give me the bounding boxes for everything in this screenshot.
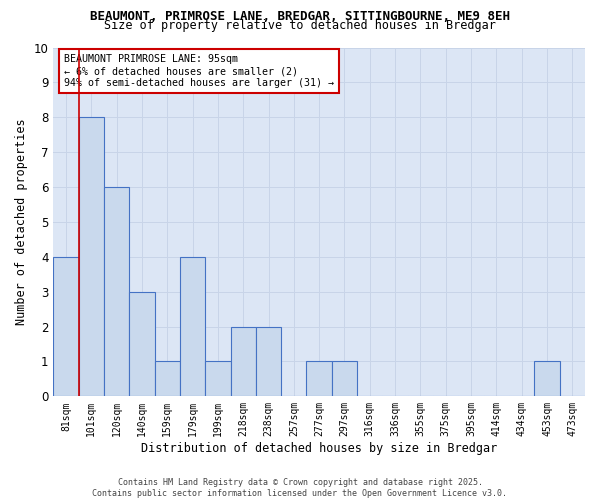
- Text: BEAUMONT PRIMROSE LANE: 95sqm
← 6% of detached houses are smaller (2)
94% of sem: BEAUMONT PRIMROSE LANE: 95sqm ← 6% of de…: [64, 54, 334, 88]
- Bar: [104, 187, 129, 396]
- Bar: [205, 362, 230, 396]
- Bar: [180, 257, 205, 396]
- X-axis label: Distribution of detached houses by size in Bredgar: Distribution of detached houses by size …: [141, 442, 497, 455]
- Y-axis label: Number of detached properties: Number of detached properties: [15, 118, 28, 325]
- Bar: [230, 326, 256, 396]
- Bar: [332, 362, 357, 396]
- Text: Contains HM Land Registry data © Crown copyright and database right 2025.
Contai: Contains HM Land Registry data © Crown c…: [92, 478, 508, 498]
- Bar: [256, 326, 281, 396]
- Bar: [129, 292, 155, 397]
- Bar: [155, 362, 180, 396]
- Bar: [53, 257, 79, 396]
- Text: Size of property relative to detached houses in Bredgar: Size of property relative to detached ho…: [104, 19, 496, 32]
- Bar: [79, 118, 104, 396]
- Bar: [307, 362, 332, 396]
- Text: BEAUMONT, PRIMROSE LANE, BREDGAR, SITTINGBOURNE, ME9 8EH: BEAUMONT, PRIMROSE LANE, BREDGAR, SITTIN…: [90, 10, 510, 23]
- Bar: [535, 362, 560, 396]
